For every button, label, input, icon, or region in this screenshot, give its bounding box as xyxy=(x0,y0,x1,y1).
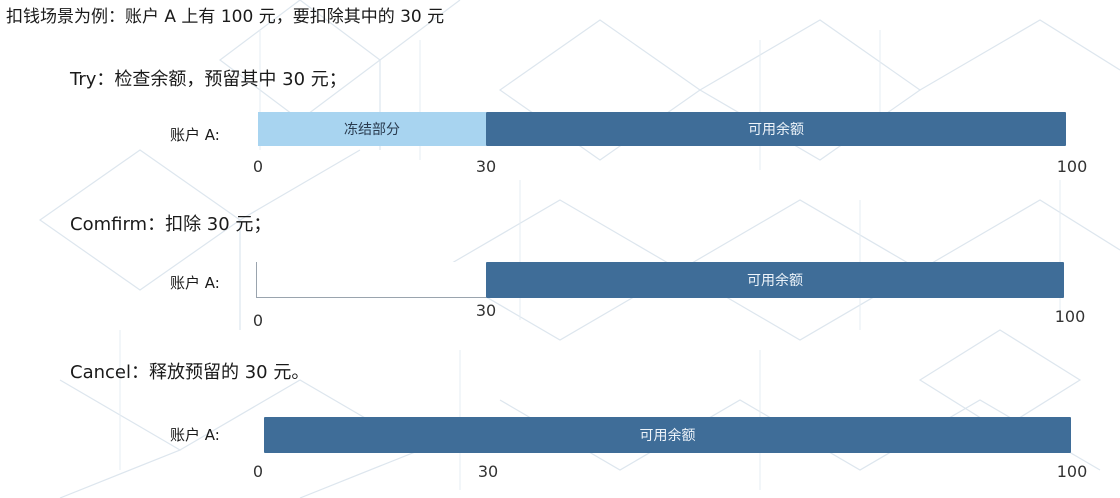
tick-100: 100 xyxy=(1056,157,1088,176)
account-label: 账户 A: xyxy=(170,426,220,444)
available-balance-bar: 可用余额 xyxy=(486,112,1066,146)
deducted-empty-segment xyxy=(256,262,486,298)
tick-0: 0 xyxy=(252,311,264,330)
tick-30: 30 xyxy=(475,157,497,176)
step-try-title: Try：检查余额，预留其中 30 元； xyxy=(70,69,347,90)
tick-30: 30 xyxy=(475,301,497,320)
tick-30: 30 xyxy=(477,462,499,481)
available-balance-bar: 可用余额 xyxy=(264,417,1071,453)
intro-text: 扣钱场景为例：账户 A 上有 100 元，要扣除其中的 30 元 xyxy=(6,7,445,27)
available-balance-bar: 可用余额 xyxy=(486,262,1064,298)
tick-100: 100 xyxy=(1054,307,1086,326)
step-cancel-title: Cancel：释放预留的 30 元。 xyxy=(70,362,310,383)
tick-0: 0 xyxy=(252,462,264,481)
account-label: 账户 A: xyxy=(170,126,220,144)
tick-100: 100 xyxy=(1056,462,1088,481)
frozen-segment: 冻结部分 xyxy=(258,112,486,146)
step-confirm-title: Comfirm：扣除 30 元； xyxy=(70,214,272,235)
tick-0: 0 xyxy=(252,157,264,176)
account-label: 账户 A: xyxy=(170,274,220,292)
